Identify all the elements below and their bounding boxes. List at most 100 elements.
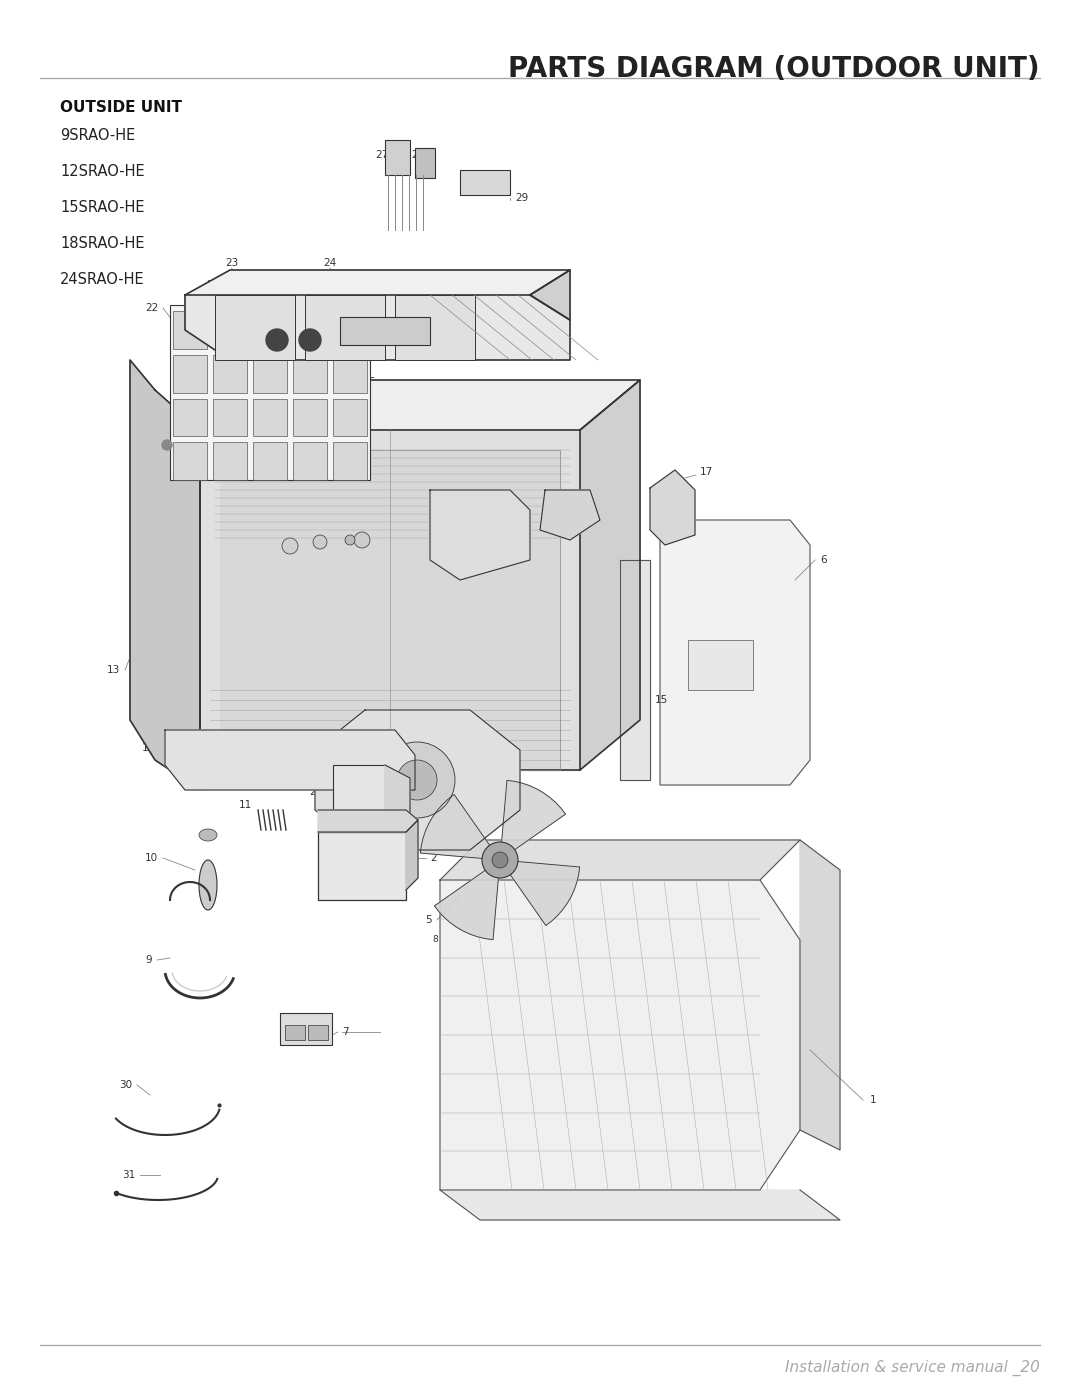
Polygon shape — [509, 862, 580, 926]
Text: 24SRAO-HE: 24SRAO-HE — [60, 272, 145, 286]
Bar — [173, 398, 207, 436]
Text: 18-1: 18-1 — [368, 541, 389, 549]
Circle shape — [397, 760, 437, 800]
Bar — [293, 443, 327, 481]
Circle shape — [266, 330, 288, 351]
Polygon shape — [434, 869, 499, 940]
Circle shape — [492, 852, 508, 868]
Polygon shape — [650, 469, 696, 545]
Circle shape — [282, 538, 298, 555]
Circle shape — [345, 535, 355, 545]
Polygon shape — [580, 380, 640, 770]
Bar — [280, 1013, 332, 1045]
Text: 25: 25 — [309, 787, 322, 798]
Text: 28: 28 — [411, 149, 424, 161]
Bar — [253, 312, 287, 349]
Text: 9SRAO-HE: 9SRAO-HE — [60, 129, 135, 142]
Text: 16: 16 — [612, 564, 625, 576]
Text: 18-5: 18-5 — [295, 543, 315, 552]
Bar — [253, 398, 287, 436]
Circle shape — [379, 742, 455, 819]
Polygon shape — [430, 490, 530, 580]
Bar — [333, 443, 367, 481]
Polygon shape — [540, 490, 600, 541]
Bar — [170, 305, 370, 481]
Text: 7: 7 — [342, 1027, 349, 1037]
Text: 11: 11 — [239, 800, 252, 810]
Text: 15: 15 — [654, 694, 669, 705]
Text: 2: 2 — [430, 854, 436, 863]
Ellipse shape — [199, 861, 217, 909]
Bar — [213, 312, 247, 349]
Circle shape — [482, 842, 518, 877]
Bar — [688, 640, 753, 690]
Polygon shape — [420, 795, 491, 859]
Bar — [460, 170, 510, 196]
Text: 18-3: 18-3 — [598, 483, 622, 493]
Text: 30: 30 — [119, 1080, 132, 1090]
Bar — [333, 398, 367, 436]
Text: 18-2: 18-2 — [368, 553, 389, 563]
Text: 12SRAO-HE: 12SRAO-HE — [60, 163, 145, 179]
Bar — [173, 312, 207, 349]
Polygon shape — [185, 295, 570, 360]
Text: 22: 22 — [145, 303, 158, 313]
Polygon shape — [530, 270, 570, 320]
Polygon shape — [406, 820, 418, 890]
Text: 18SRAO-HE: 18SRAO-HE — [60, 236, 145, 251]
Polygon shape — [185, 270, 570, 295]
Text: 29: 29 — [515, 193, 528, 203]
Text: 24: 24 — [323, 258, 337, 268]
Polygon shape — [384, 766, 410, 820]
Text: OUTSIDE UNIT: OUTSIDE UNIT — [60, 101, 183, 115]
Ellipse shape — [199, 828, 217, 841]
Bar — [340, 317, 430, 345]
Polygon shape — [318, 810, 418, 833]
Bar — [173, 443, 207, 481]
Text: 12: 12 — [141, 743, 156, 753]
Bar — [253, 443, 287, 481]
Polygon shape — [200, 380, 640, 430]
Bar — [305, 295, 384, 360]
Bar — [285, 1025, 305, 1039]
Text: 15SRAO-HE: 15SRAO-HE — [60, 200, 145, 215]
Polygon shape — [800, 840, 840, 1150]
Bar — [415, 148, 435, 177]
Circle shape — [354, 532, 370, 548]
Bar — [384, 140, 410, 175]
Polygon shape — [660, 520, 810, 785]
Polygon shape — [220, 450, 561, 770]
Bar — [213, 443, 247, 481]
Text: 14: 14 — [218, 735, 231, 745]
Bar — [293, 398, 327, 436]
Polygon shape — [165, 731, 415, 789]
Polygon shape — [315, 710, 519, 849]
Polygon shape — [200, 430, 580, 770]
Text: 18-4: 18-4 — [325, 541, 346, 549]
Text: 20: 20 — [145, 425, 158, 434]
Bar — [293, 312, 327, 349]
Text: 1: 1 — [870, 1095, 877, 1105]
Text: 23: 23 — [226, 258, 239, 268]
Text: 6: 6 — [820, 555, 826, 564]
Bar — [333, 355, 367, 393]
Bar — [213, 355, 247, 393]
Circle shape — [313, 535, 327, 549]
Circle shape — [162, 440, 172, 450]
Circle shape — [299, 330, 321, 351]
Text: 26: 26 — [362, 377, 375, 387]
Polygon shape — [440, 840, 800, 880]
Bar — [308, 1025, 328, 1039]
Polygon shape — [501, 781, 566, 851]
Bar — [293, 355, 327, 393]
Text: PARTS DIAGRAM (OUTDOOR UNIT): PARTS DIAGRAM (OUTDOOR UNIT) — [509, 54, 1040, 82]
Bar — [333, 766, 384, 820]
Text: 31: 31 — [122, 1171, 135, 1180]
Bar — [253, 355, 287, 393]
Text: 18-1: 18-1 — [368, 538, 389, 548]
Bar — [215, 295, 295, 360]
Text: 13: 13 — [107, 665, 120, 675]
Bar — [333, 312, 367, 349]
Text: 5: 5 — [426, 915, 432, 925]
Text: 17: 17 — [700, 467, 713, 476]
